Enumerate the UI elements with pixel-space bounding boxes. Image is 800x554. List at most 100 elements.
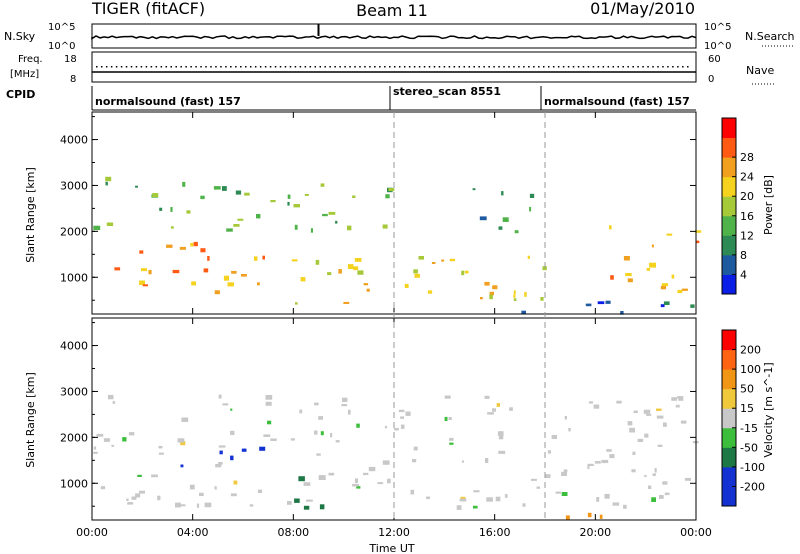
- data-cell: [677, 396, 683, 399]
- data-cell: [190, 242, 194, 247]
- data-cell: [620, 311, 624, 315]
- nave-dot: [433, 66, 436, 68]
- data-cell: [233, 224, 240, 227]
- data-cell: [485, 458, 489, 463]
- colorbar-tick-label: 16: [740, 210, 754, 223]
- x-tick-label: 12:00: [378, 526, 410, 539]
- data-cell: [256, 214, 261, 219]
- data-cell: [643, 409, 651, 414]
- data-cell: [588, 401, 594, 404]
- nsearch-label: N.Search: [745, 30, 795, 43]
- nave-dot: [145, 66, 148, 68]
- data-cell: [400, 416, 404, 419]
- colorbar-segment: [722, 137, 736, 158]
- data-cell: [623, 504, 627, 509]
- nave-dot: [155, 66, 158, 68]
- nave-dot: [394, 66, 396, 68]
- data-cell: [531, 478, 537, 481]
- data-cell: [231, 270, 237, 274]
- data-cell: [352, 484, 360, 487]
- nave-dot: [617, 66, 619, 68]
- nave-dot: [677, 66, 679, 68]
- data-cell: [684, 477, 691, 481]
- data-cell: [237, 218, 244, 221]
- nave-dot: [403, 66, 406, 68]
- nave-dot: [597, 66, 600, 68]
- data-cell: [158, 452, 164, 455]
- data-cell: [444, 395, 451, 399]
- data-cell: [616, 400, 622, 404]
- nave-dot: [592, 66, 595, 68]
- nave-dot: [637, 66, 639, 68]
- nave-dot: [130, 66, 133, 68]
- data-cell: [189, 484, 195, 490]
- nave-dot: [264, 66, 267, 68]
- data-cell: [294, 224, 298, 230]
- data-cell: [637, 438, 644, 442]
- data-cell: [495, 496, 501, 502]
- nave-dot: [463, 66, 466, 68]
- radar-title: TIGER (fitACF): [91, 0, 205, 18]
- data-cell: [303, 505, 310, 510]
- nave-dot: [314, 66, 317, 68]
- colorbar-frame: [721, 329, 737, 507]
- data-cell: [656, 415, 664, 419]
- data-cell: [193, 241, 198, 247]
- colorbar-tick-label: 200: [740, 344, 761, 357]
- data-cell: [338, 269, 342, 274]
- data-cell: [303, 482, 311, 486]
- colorbar-tick-label: -100: [740, 461, 765, 474]
- nave-dot: [115, 66, 118, 68]
- nave-dot: [175, 66, 177, 68]
- data-cell: [449, 258, 456, 262]
- data-cell: [257, 282, 260, 286]
- data-cell: [347, 225, 352, 231]
- nave-dot: [170, 66, 172, 68]
- colorbar-segment: [722, 369, 736, 390]
- nave-dot: [150, 66, 153, 68]
- data-cell: [610, 275, 614, 280]
- nave-dot: [309, 66, 312, 68]
- data-cell: [287, 501, 292, 505]
- nave-dot: [215, 66, 217, 68]
- nave-dot: [359, 66, 361, 68]
- data-cell: [497, 431, 504, 436]
- nave-dot: [458, 66, 461, 68]
- data-cell: [148, 269, 152, 275]
- data-cell: [401, 424, 405, 429]
- data-cell: [529, 206, 532, 212]
- nave-dot: [647, 66, 649, 68]
- nave-dot: [552, 66, 555, 68]
- x-tick-label: 00:00: [76, 526, 108, 539]
- data-cell: [157, 495, 161, 501]
- data-cell: [427, 290, 433, 294]
- colorbar-segment: [722, 215, 736, 236]
- data-cell: [629, 427, 635, 433]
- data-cell: [444, 416, 448, 421]
- data-cell: [175, 502, 181, 508]
- data-cell: [151, 474, 158, 478]
- colorbar-tick-label: 8: [740, 249, 747, 262]
- data-cell: [141, 268, 147, 272]
- nave-dot: [200, 66, 202, 68]
- data-cell: [290, 438, 295, 441]
- nsky-tick-top: 10^5: [48, 22, 75, 33]
- data-cell: [319, 504, 325, 510]
- data-cell: [431, 262, 436, 264]
- data-cell: [501, 191, 504, 196]
- colorbar-tick-label: 20: [740, 190, 754, 203]
- data-cell: [480, 297, 483, 300]
- data-cell: [93, 451, 98, 454]
- data-cell: [230, 430, 235, 435]
- data-cell: [606, 449, 612, 452]
- nave-label: Nave: [746, 64, 774, 77]
- data-cell: [456, 505, 462, 510]
- nave-dot: [587, 66, 590, 68]
- data-cell: [293, 204, 300, 208]
- data-cell: [649, 262, 656, 268]
- data-cell: [631, 469, 636, 473]
- data-cell: [492, 285, 498, 290]
- data-cell: [489, 294, 493, 300]
- data-cell: [695, 240, 700, 244]
- data-cell: [347, 264, 354, 269]
